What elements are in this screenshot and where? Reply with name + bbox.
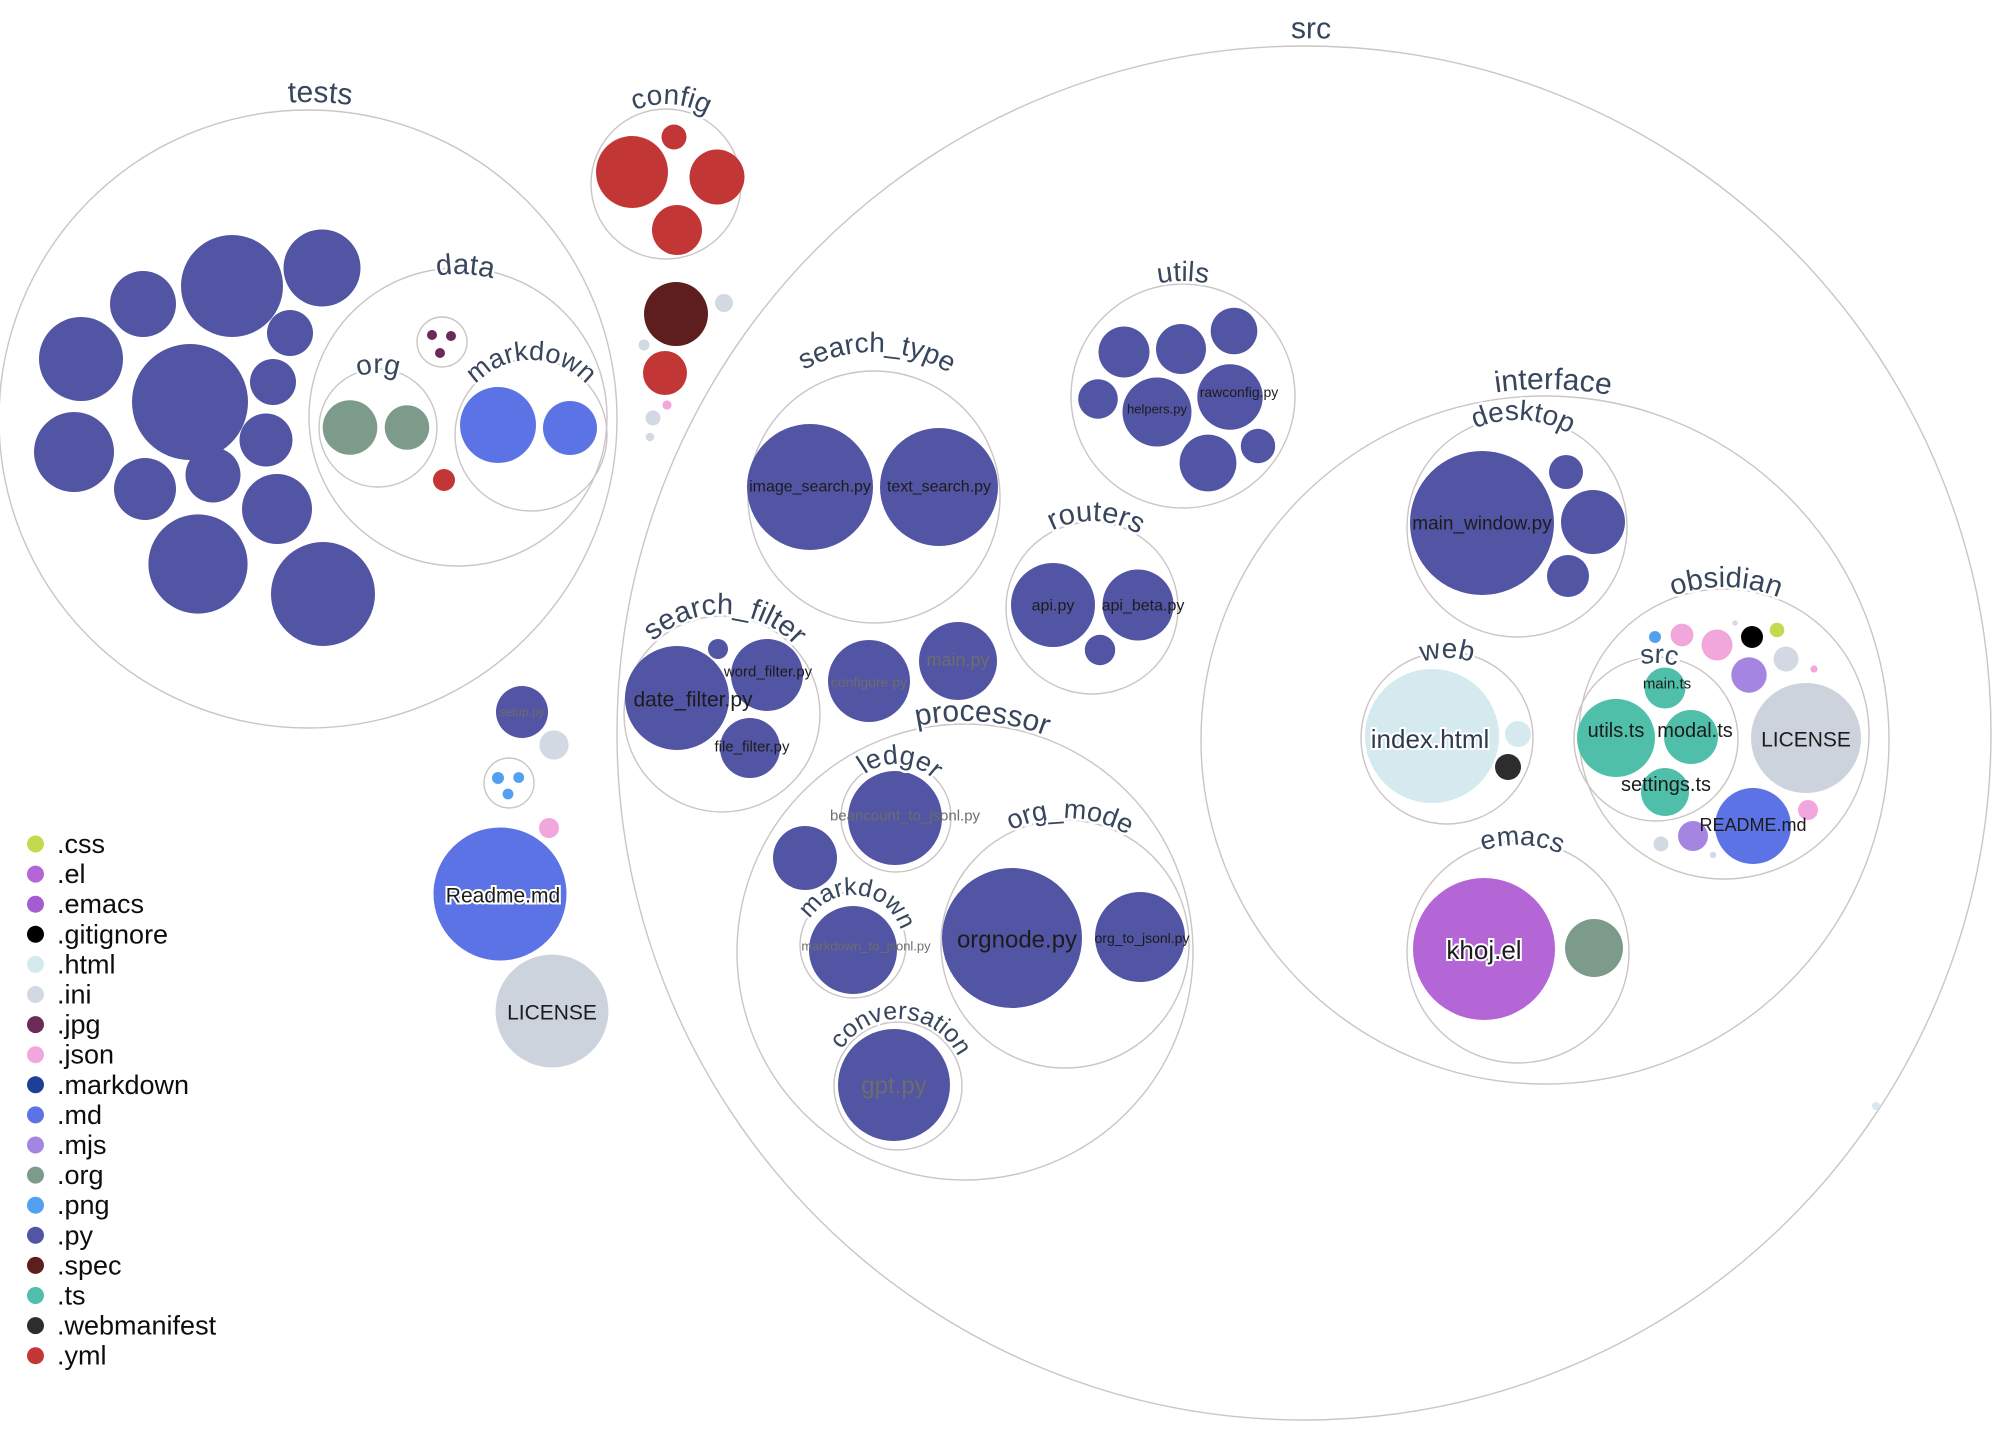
svg-text:emacs: emacs bbox=[1477, 821, 1569, 860]
svg-text:.jpg: .jpg bbox=[57, 1010, 101, 1040]
svg-text:khoj.el: khoj.el bbox=[1446, 935, 1521, 965]
svg-text:date_filter.py: date_filter.py bbox=[633, 689, 753, 712]
svg-text:.el: .el bbox=[57, 859, 86, 889]
svg-text:.yml: .yml bbox=[57, 1341, 107, 1371]
svg-text:orgnode.py: orgnode.py bbox=[957, 927, 1077, 954]
svg-text:org_to_jsonl.py: org_to_jsonl.py bbox=[1095, 930, 1190, 946]
svg-text:Readme.md: Readme.md bbox=[446, 885, 560, 908]
svg-text:web: web bbox=[1416, 633, 1478, 668]
svg-text:api.py: api.py bbox=[1032, 598, 1075, 615]
svg-text:configure.py: configure.py bbox=[831, 674, 907, 690]
svg-text:main.py: main.py bbox=[926, 650, 989, 670]
svg-text:.webmanifest: .webmanifest bbox=[57, 1311, 217, 1341]
svg-text:.png: .png bbox=[57, 1190, 110, 1220]
svg-text:src: src bbox=[1291, 12, 1332, 46]
svg-text:helpers.py: helpers.py bbox=[1127, 402, 1187, 417]
svg-text:LICENSE: LICENSE bbox=[1761, 729, 1851, 752]
svg-text:rawconfig.py: rawconfig.py bbox=[1200, 384, 1279, 400]
svg-text:setup.py: setup.py bbox=[499, 705, 544, 719]
svg-text:org: org bbox=[352, 348, 403, 382]
svg-text:.css: .css bbox=[57, 829, 105, 859]
svg-text:index.html: index.html bbox=[1371, 724, 1490, 754]
svg-text:.emacs: .emacs bbox=[57, 889, 144, 919]
svg-text:utils: utils bbox=[1155, 256, 1212, 289]
svg-text:settings.ts: settings.ts bbox=[1621, 774, 1711, 796]
svg-text:main.ts: main.ts bbox=[1643, 676, 1691, 693]
svg-text:api_beta.py: api_beta.py bbox=[1102, 598, 1185, 615]
svg-text:src: src bbox=[1639, 639, 1682, 672]
svg-text:markdown_to_jsonl.py: markdown_to_jsonl.py bbox=[801, 939, 931, 954]
svg-text:file_filter.py: file_filter.py bbox=[714, 739, 790, 756]
svg-text:utils.ts: utils.ts bbox=[1588, 720, 1645, 742]
svg-text:.gitignore: .gitignore bbox=[57, 919, 168, 949]
svg-text:.spec: .spec bbox=[57, 1250, 122, 1280]
svg-text:text_search.py: text_search.py bbox=[887, 479, 991, 496]
svg-text:.json: .json bbox=[57, 1040, 114, 1070]
svg-text:.py: .py bbox=[57, 1220, 94, 1250]
svg-text:.mjs: .mjs bbox=[57, 1130, 107, 1160]
svg-text:.md: .md bbox=[57, 1100, 102, 1130]
svg-text:image_search.py: image_search.py bbox=[749, 479, 871, 496]
svg-text:beancount_to_jsonl.py: beancount_to_jsonl.py bbox=[830, 808, 981, 825]
svg-text:.html: .html bbox=[57, 949, 116, 979]
svg-text:data: data bbox=[435, 249, 499, 285]
svg-text:LICENSE: LICENSE bbox=[507, 1002, 597, 1025]
svg-text:modal.ts: modal.ts bbox=[1657, 720, 1733, 742]
svg-text:main_window.py: main_window.py bbox=[1412, 514, 1552, 535]
svg-text:gpt.py: gpt.py bbox=[861, 1073, 926, 1100]
svg-text:tests: tests bbox=[287, 76, 354, 112]
svg-text:.ts: .ts bbox=[57, 1281, 86, 1311]
svg-text:.org: .org bbox=[57, 1160, 104, 1190]
svg-text:word_filter.py: word_filter.py bbox=[723, 664, 813, 681]
svg-text:.markdown: .markdown bbox=[57, 1070, 189, 1100]
svg-text:.ini: .ini bbox=[57, 980, 92, 1010]
svg-text:README.md: README.md bbox=[1699, 815, 1806, 835]
